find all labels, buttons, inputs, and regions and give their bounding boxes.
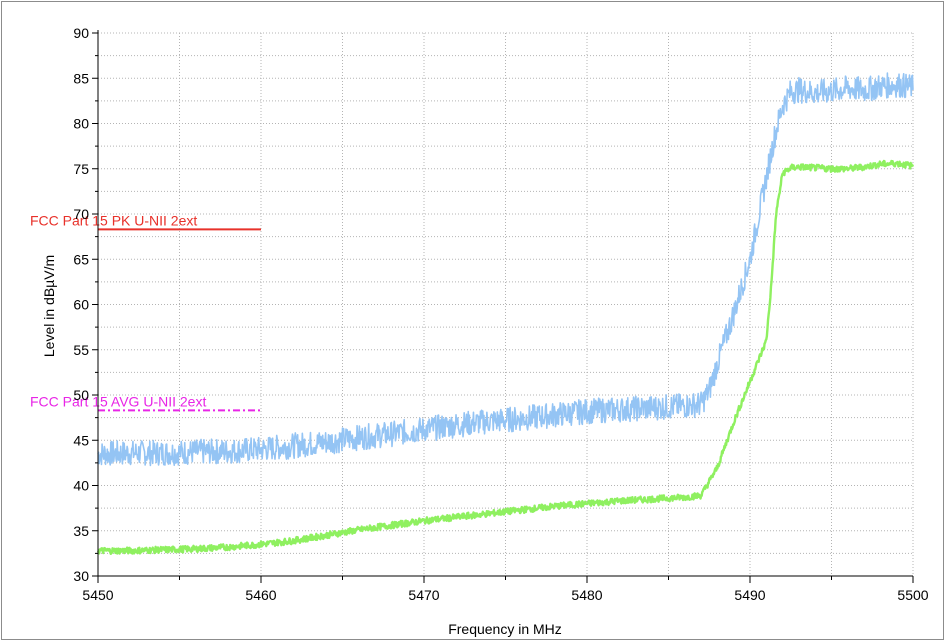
y-tick-label: 50	[73, 387, 89, 403]
limit-lines: FCC Part 15 PK U-NII 2ext FCC Part 15 AVG…	[30, 212, 261, 412]
y-tick-label: 70	[73, 206, 89, 222]
grid	[98, 32, 914, 576]
y-tick-label: 80	[73, 116, 89, 132]
series-1-line	[97, 72, 914, 467]
y-tick-label: 45	[73, 432, 89, 448]
y-tick-label: 90	[73, 25, 89, 41]
x-tick-label: 5470	[408, 587, 439, 603]
y-tick-label: 35	[73, 523, 89, 539]
x-tick-label: 5500	[897, 587, 928, 603]
y-tick-label: 75	[73, 161, 89, 177]
y-tick-label: 30	[73, 568, 89, 584]
x-tick-label: 5460	[245, 587, 276, 603]
limit-label-2: FCC Part 15 AVG U-NII 2ext	[30, 393, 206, 409]
x-tick-label: 5490	[734, 587, 765, 603]
y-tick-label: 60	[73, 297, 89, 313]
y-tick-label: 55	[73, 342, 89, 358]
axes: 30 35 40 45 50 55 60 65 70 75 80 85 90 5450 5460 5470 54…	[73, 25, 928, 603]
limit-label-1: FCC Part 15 PK U-NII 2ext	[30, 212, 197, 228]
series-layer	[96, 72, 915, 556]
y-tick-label: 40	[73, 478, 89, 494]
x-tick-label: 5480	[571, 587, 602, 603]
x-axis-title: Frequency in MHz	[448, 621, 562, 637]
y-axis-title: Level in dBµV/m	[41, 255, 57, 357]
series-2-line	[96, 159, 915, 556]
y-tick-label: 65	[73, 251, 89, 267]
x-tick-label: 5450	[82, 587, 113, 603]
y-tick-label: 85	[73, 70, 89, 86]
